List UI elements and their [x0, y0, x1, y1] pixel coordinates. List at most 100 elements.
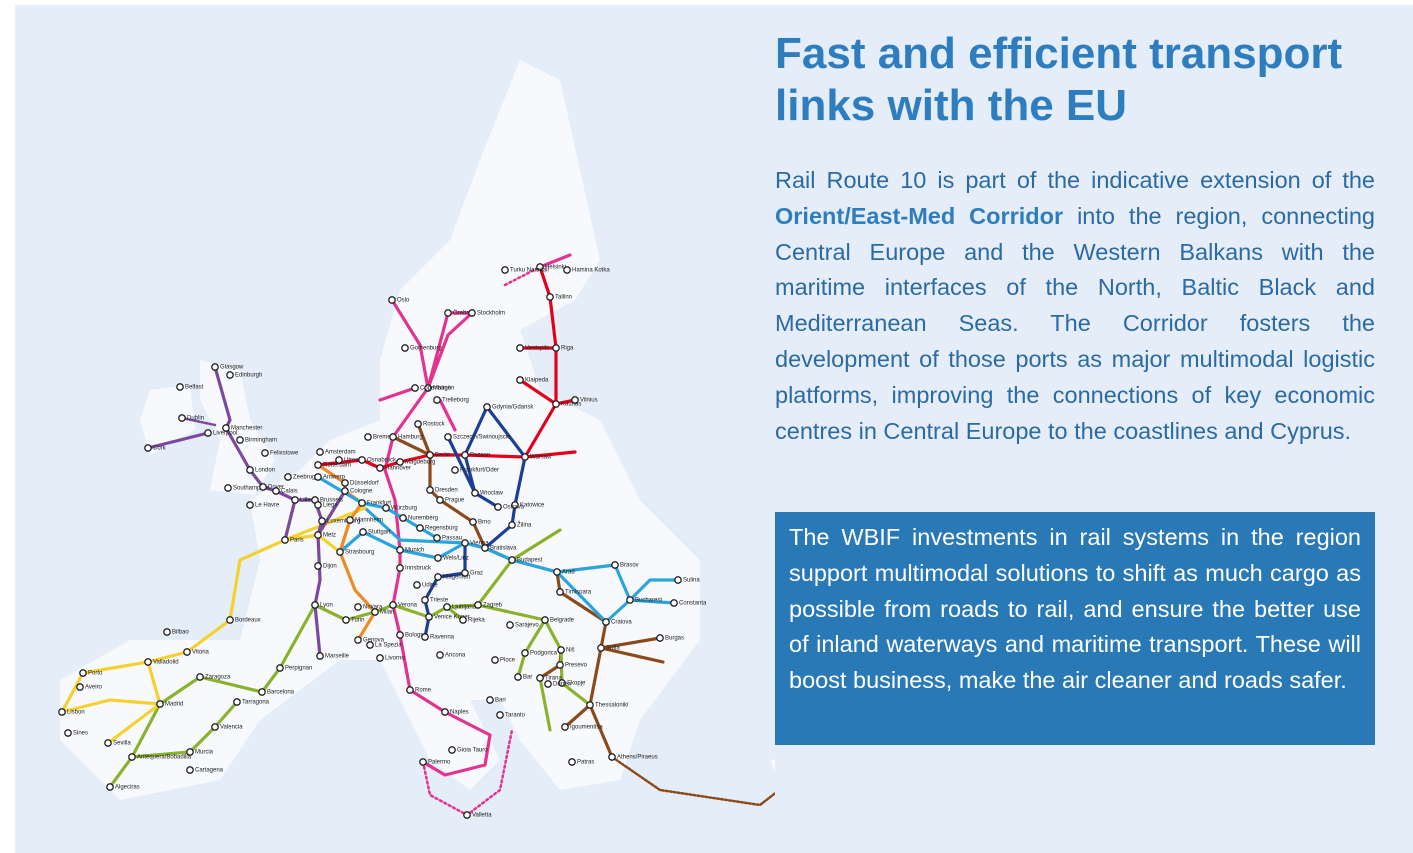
city-node: [177, 384, 183, 390]
city: Amsterdam: [317, 449, 356, 456]
city-node: [273, 488, 279, 494]
city: Livorno: [377, 655, 406, 662]
city-node: [285, 474, 291, 480]
city-node: [437, 652, 443, 658]
title: Fast and efficient transport links with …: [775, 28, 1395, 132]
city: Valladolid: [145, 659, 179, 666]
city-node: [435, 555, 441, 561]
city: Tallinn: [547, 294, 572, 301]
city-node: [657, 635, 663, 641]
city: Würzburg: [383, 505, 417, 512]
city: Ancona: [437, 652, 466, 659]
city-label: Tarragona: [242, 700, 270, 706]
city-label: Glasgow: [220, 365, 244, 371]
city-label: Passau: [442, 536, 462, 542]
city: Durres: [545, 681, 571, 688]
city-label: Amsterdam: [325, 450, 356, 456]
city-node: [145, 659, 151, 665]
city-label: Udine: [422, 583, 438, 589]
city: Paris: [282, 537, 304, 544]
intro-text: into the region, connecting Central Euro…: [775, 203, 1375, 444]
city: Porto: [80, 670, 103, 677]
city-node: [444, 604, 450, 610]
city-label: Trelleborg: [442, 398, 469, 404]
city: Cologne: [342, 488, 373, 495]
city-node: [227, 617, 233, 623]
city: Sevilla: [105, 740, 132, 747]
city: Barcelona: [259, 689, 295, 696]
city-label: Rijeka: [468, 618, 485, 624]
city: Stockholm: [469, 310, 505, 317]
city-node: [542, 617, 548, 623]
city: Murcia: [187, 749, 214, 756]
city-label: Szczecin/Swinoujscie: [453, 435, 511, 441]
city-label: Belfast: [185, 385, 204, 391]
city: Algeciras: [107, 784, 140, 791]
city-label: Bari: [495, 698, 506, 704]
city-node: [367, 642, 373, 648]
city-node: [469, 310, 475, 316]
city-node: [502, 267, 508, 273]
city: Ploce: [492, 657, 516, 664]
city-node: [355, 604, 361, 610]
city: Dijon: [315, 563, 337, 570]
city: Belgrade: [542, 617, 575, 624]
city-node: [569, 759, 575, 765]
city-label: Naples: [450, 710, 469, 716]
city: Bilbao: [164, 629, 190, 636]
corridor-highlight: Orient/East-Med Corridor: [775, 203, 1063, 229]
city-node: [449, 747, 455, 753]
city-node: [247, 502, 253, 508]
city: Felixstowe: [262, 450, 299, 457]
city-node: [475, 602, 481, 608]
city-node: [507, 622, 513, 628]
city-node: [262, 450, 268, 456]
city: Sarajevo: [507, 622, 540, 629]
city-label: Brno: [478, 520, 491, 526]
city-label: Warsaw: [530, 455, 552, 461]
city-label: La Spezia: [375, 643, 402, 649]
city-node: [426, 614, 432, 620]
city: Vitoria: [184, 649, 210, 656]
city: Trelleborg: [434, 397, 469, 404]
city: Rijeka: [460, 617, 486, 624]
city: Metz: [315, 532, 336, 539]
city-label: Wels/Linz: [443, 556, 469, 562]
city: Mannheim: [347, 517, 383, 524]
city-label: Paris: [290, 538, 304, 544]
city: Szczecin/Swinoujscie: [445, 434, 511, 441]
city: Nuremberg: [400, 515, 438, 522]
city-label: Graz: [470, 571, 483, 577]
city: Bar: [515, 674, 533, 681]
city: Taranto: [497, 712, 526, 719]
city-label: Prague: [445, 498, 465, 504]
city: Manchester: [223, 425, 263, 432]
city-node: [434, 397, 440, 403]
city-label: Regensburg: [425, 526, 458, 532]
intro-paragraph: Rail Route 10 is part of the indicative …: [775, 163, 1375, 449]
city-label: Craiova: [611, 620, 632, 626]
city: Lyon: [312, 602, 333, 609]
city-node: [292, 497, 298, 503]
city-node: [407, 687, 413, 693]
city-node: [317, 449, 323, 455]
city-label: Presevo: [565, 663, 588, 669]
city-node: [80, 670, 86, 676]
city-label: Gioia Tauro: [457, 748, 488, 754]
city: Gothenburg: [402, 345, 442, 352]
city-label: Cartagena: [195, 768, 224, 774]
city-node: [365, 434, 371, 440]
city-label: Lille: [300, 498, 311, 504]
city-label: Oslo: [397, 298, 410, 304]
city-label: Milan: [380, 610, 394, 616]
city-label: Ancona: [445, 653, 466, 659]
city-node: [259, 689, 265, 695]
city: Ventspils: [517, 345, 549, 352]
page: HelsinkiTurku NaantaliHamina KotkaTallin…: [0, 0, 1413, 853]
city-label: Mannheim: [355, 518, 383, 524]
city-node: [397, 632, 403, 638]
city-label: Gdynia/Gdansk: [492, 405, 534, 411]
city: Lisbon: [59, 709, 85, 716]
city: Kaunas: [553, 401, 582, 408]
intro-text: Rail Route 10 is part of the indicative …: [775, 167, 1375, 193]
